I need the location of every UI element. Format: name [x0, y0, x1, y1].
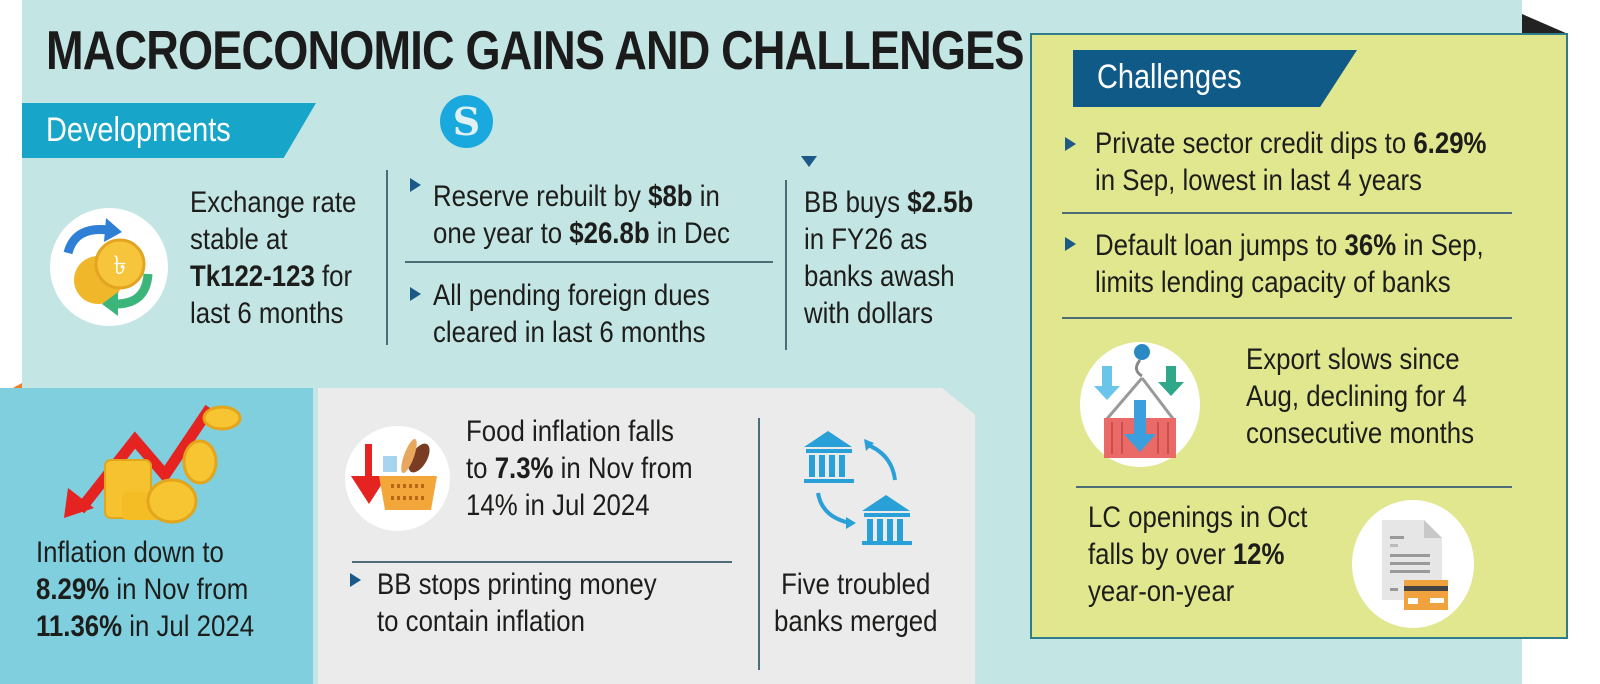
bullet-icon	[350, 573, 361, 587]
text-line: Default loan jumps to 36% in Sep,	[1095, 227, 1484, 264]
bullet-down-icon	[801, 156, 817, 167]
bullet-icon	[410, 178, 421, 192]
text-fragment: in Sep,	[1396, 229, 1484, 262]
divider	[785, 180, 787, 350]
text-fragment: Reserve rebuilt by	[433, 180, 649, 213]
svg-text:৳: ৳	[114, 251, 127, 281]
text-line: with dollars	[804, 297, 934, 330]
reserve-text: Reserve rebuilt by $8b in one year to $2…	[433, 178, 730, 252]
text-line: 14% in Jul 2024	[466, 489, 650, 522]
divider	[1062, 317, 1512, 319]
bullet-icon	[1065, 137, 1076, 151]
divider	[1076, 486, 1512, 488]
dark-corner-accent	[1522, 14, 1568, 34]
text-fragment: BB buys	[804, 186, 908, 219]
food-inflation-text: Food inflation falls to 7.3% in Nov from…	[466, 413, 693, 524]
export-text: Export slows since Aug, declining for 4 …	[1246, 341, 1474, 452]
banks-merged-text: Five troubled banks merged	[774, 566, 937, 640]
lc-openings-value: 12%	[1232, 538, 1285, 571]
text-line: stable at	[190, 223, 288, 256]
brand-logo-icon: S	[440, 95, 493, 148]
exchange-rate-value: Tk122-123	[190, 260, 315, 293]
text-line: consecutive months	[1246, 417, 1475, 450]
text-fragment: in	[692, 180, 720, 213]
divider	[386, 170, 388, 345]
text-line: 8.29% in Nov from	[36, 571, 254, 608]
text-fragment: falls by over	[1088, 538, 1233, 571]
text-line: falls by over 12%	[1088, 536, 1307, 573]
text-line: Reserve rebuilt by $8b in	[433, 178, 730, 215]
bb-buys-value: $2.5b	[907, 186, 974, 219]
text-line: in FY26 as	[804, 223, 928, 256]
page-title: MACROECONOMIC GAINS AND CHALLENGES	[46, 19, 1025, 81]
foreign-dues-text: All pending foreign dues cleared in last…	[433, 277, 710, 351]
challenges-banner: Challenges	[1073, 50, 1357, 107]
text-line: Inflation down to	[36, 536, 224, 569]
default-loan-text: Default loan jumps to 36% in Sep, limits…	[1095, 227, 1484, 301]
developments-banner: Developments	[22, 103, 316, 158]
text-line: in Sep, lowest in last 4 years	[1095, 164, 1422, 197]
container-down-icon	[1080, 342, 1200, 467]
reserve-total-value: $26.8b	[569, 217, 650, 250]
text-line: BB stops printing money	[377, 568, 657, 601]
text-line: banks awash	[804, 260, 955, 293]
text-line: one year to $26.8b in Dec	[433, 215, 730, 252]
default-loan-value: 36%	[1344, 229, 1397, 262]
challenges-panel	[1030, 33, 1568, 639]
text-line: Five troubled	[781, 568, 931, 601]
divider	[1062, 212, 1512, 214]
text-fragment: in Jul 2024	[122, 610, 255, 643]
text-fragment: in Dec	[649, 217, 730, 250]
exchange-rate-text: Exchange rate stable at Tk122-123 for la…	[190, 184, 356, 332]
currency-exchange-icon: ৳	[50, 208, 168, 326]
developments-label: Developments	[46, 111, 231, 149]
bullet-icon	[410, 287, 421, 301]
text-line: to contain inflation	[377, 605, 585, 638]
text-line: to 7.3% in Nov from	[466, 450, 693, 487]
text-line: year-on-year	[1088, 575, 1235, 608]
divider	[405, 261, 773, 263]
falling-chart-coins-icon	[60, 400, 250, 525]
bank-merge-icon	[800, 425, 915, 545]
text-fragment: for	[314, 260, 353, 293]
inflation-panel	[0, 388, 313, 684]
divider	[758, 418, 760, 670]
document-card-icon	[1352, 500, 1474, 628]
grocery-basket-down-icon	[345, 426, 450, 531]
lc-openings-text: LC openings in Oct falls by over 12% yea…	[1088, 499, 1307, 610]
text-line: limits lending capacity of banks	[1095, 266, 1451, 299]
bullet-icon	[1065, 237, 1076, 251]
text-line: All pending foreign dues	[433, 279, 710, 312]
inflation-text: Inflation down to 8.29% in Nov from 11.3…	[36, 534, 254, 645]
divider	[352, 561, 732, 563]
private-credit-value: 6.29%	[1413, 127, 1487, 160]
text-fragment: to	[466, 452, 495, 485]
printing-money-text: BB stops printing money to contain infla…	[377, 566, 657, 640]
text-line: cleared in last 6 months	[433, 316, 706, 349]
text-line: LC openings in Oct	[1088, 501, 1308, 534]
text-line: Food inflation falls	[466, 415, 674, 448]
text-fragment: in Nov from	[553, 452, 693, 485]
text-line: BB buys $2.5b	[804, 184, 973, 221]
text-line: last 6 months	[190, 297, 344, 330]
inflation-current-value: 8.29%	[36, 573, 110, 606]
reserve-gain-value: $8b	[648, 180, 693, 213]
text-line: banks merged	[774, 605, 938, 638]
text-line: Tk122-123 for	[190, 258, 356, 295]
text-line: 11.36% in Jul 2024	[36, 608, 254, 645]
bb-buys-text: BB buys $2.5b in FY26 as banks awash wit…	[804, 184, 973, 332]
private-credit-text: Private sector credit dips to 6.29% in S…	[1095, 125, 1487, 199]
text-fragment: one year to	[433, 217, 570, 250]
challenges-label: Challenges	[1097, 58, 1242, 96]
text-fragment: Default loan jumps to	[1095, 229, 1345, 262]
text-line: Aug, declining for 4	[1246, 380, 1467, 413]
inflation-previous-value: 11.36%	[36, 610, 123, 643]
text-fragment: Private sector credit dips to	[1095, 127, 1414, 160]
text-line: Export slows since	[1246, 343, 1460, 376]
text-line: Private sector credit dips to 6.29%	[1095, 125, 1487, 162]
food-inflation-value: 7.3%	[494, 452, 554, 485]
text-fragment: in Nov from	[109, 573, 249, 606]
text-line: Exchange rate	[190, 186, 357, 219]
